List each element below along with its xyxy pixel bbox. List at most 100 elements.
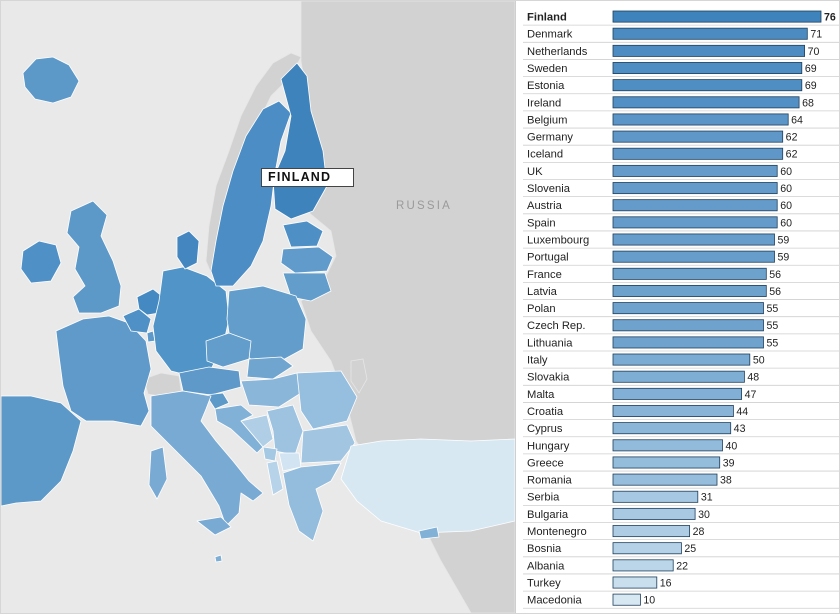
map-austria <box>178 366 242 396</box>
map-sardinia <box>148 446 168 500</box>
value-label-greece: 39 <box>723 457 735 469</box>
bar-czech-rep <box>612 319 764 332</box>
value-label-sweden: 69 <box>805 63 817 75</box>
value-label-albania: 22 <box>676 560 688 572</box>
bar-malta <box>612 387 743 400</box>
category-label-polan: Polan <box>527 303 556 315</box>
value-label-france: 56 <box>769 269 781 281</box>
bar-croatia <box>612 405 734 418</box>
value-label-cyprus: 43 <box>734 423 746 435</box>
bar-cyprus <box>612 422 732 435</box>
bar-netherlands <box>612 44 806 57</box>
map-italy <box>150 390 264 527</box>
bar-estonia <box>612 79 803 92</box>
value-label-slovakia: 48 <box>747 372 759 384</box>
category-label-romania: Romania <box>527 475 573 487</box>
bar-sweden <box>612 62 803 75</box>
bar-belgium <box>612 113 789 126</box>
category-label-lithuania: Lithuania <box>527 337 573 349</box>
bar-bulgaria <box>612 507 696 520</box>
category-label-portugal: Portugal <box>527 252 569 264</box>
category-label-germany: Germany <box>527 132 573 144</box>
bar-montenegro <box>612 525 690 538</box>
bar-finland <box>612 10 822 23</box>
value-label-bulgaria: 30 <box>698 509 710 521</box>
value-label-denmark: 71 <box>810 29 822 41</box>
bar-bosnia <box>612 542 682 555</box>
map-sweden <box>210 100 292 287</box>
map-slovenia <box>205 392 230 410</box>
category-label-finland: Finland <box>527 12 567 24</box>
category-label-uk: UK <box>527 166 543 178</box>
map-denmark <box>176 230 200 270</box>
category-label-spain: Spain <box>527 217 556 229</box>
value-label-polan: 55 <box>767 303 779 315</box>
category-label-malta: Malta <box>527 389 555 401</box>
bar-slovakia <box>612 370 745 383</box>
category-label-france: France <box>527 269 562 281</box>
map-iceland <box>22 56 80 104</box>
bar-turkey <box>612 576 658 589</box>
value-label-finland: 76 <box>824 12 836 24</box>
map-bosnia <box>240 414 274 448</box>
value-label-bosnia: 25 <box>684 543 696 555</box>
map-romania <box>296 370 358 430</box>
bar-serbia <box>612 490 699 503</box>
bar-lithuania <box>612 336 764 349</box>
value-label-croatia: 44 <box>736 406 748 418</box>
map-uk <box>66 200 122 314</box>
category-label-estonia: Estonia <box>527 80 565 92</box>
bar-austria <box>612 199 778 212</box>
category-label-albania: Albania <box>527 560 565 572</box>
bar-france <box>612 267 767 280</box>
category-label-cyprus: Cyprus <box>527 423 563 435</box>
bar-slovenia <box>612 182 778 195</box>
bar-germany <box>612 130 784 143</box>
category-label-bosnia: Bosnia <box>527 543 562 555</box>
value-label-montenegro: 28 <box>693 526 705 538</box>
bar-albania <box>612 559 674 572</box>
value-label-latvia: 56 <box>769 286 781 298</box>
category-label-ireland: Ireland <box>527 97 561 109</box>
category-label-greece: Greece <box>527 457 564 469</box>
map-malta <box>214 554 223 563</box>
bar-polan <box>612 302 764 315</box>
category-label-croatia: Croatia <box>527 406 564 418</box>
bar-hungary <box>612 439 723 452</box>
map-turkey <box>340 438 515 534</box>
map-montenegro <box>262 446 278 462</box>
value-label-ireland: 68 <box>802 97 814 109</box>
category-label-italy: Italy <box>527 355 548 367</box>
value-label-turkey: 16 <box>660 577 672 589</box>
bar-iceland <box>612 147 784 160</box>
map-bulgaria <box>300 424 356 464</box>
bar-spain <box>612 216 778 229</box>
map-cyprus <box>418 526 440 540</box>
map-spain <box>1 395 82 507</box>
value-label-italy: 50 <box>753 355 765 367</box>
value-label-iceland: 62 <box>786 149 798 161</box>
panel-divider <box>515 1 524 613</box>
value-label-luxembourg: 59 <box>777 234 789 246</box>
value-label-belgium: 64 <box>791 114 803 126</box>
bar-latvia <box>612 284 767 297</box>
value-label-hungary: 40 <box>725 440 737 452</box>
bar-chart-svg: Finland 76 Denmark 71 Netherlands 70 Sweden 69 E… <box>523 10 839 609</box>
value-label-malta: 47 <box>745 389 757 401</box>
map-lithuania <box>282 272 332 302</box>
value-label-lithuania: 55 <box>767 337 779 349</box>
value-label-romania: 38 <box>720 475 732 487</box>
category-label-slovakia: Slovakia <box>527 372 570 384</box>
category-label-hungary: Hungary <box>527 440 570 452</box>
bar-italy <box>612 353 751 366</box>
map-france <box>55 315 152 427</box>
category-label-turkey: Turkey <box>527 577 561 589</box>
value-label-czech-rep: 55 <box>767 320 779 332</box>
map-greece <box>282 462 342 542</box>
value-label-germany: 62 <box>786 132 798 144</box>
bar-macedonia <box>612 593 641 606</box>
value-label-austria: 60 <box>780 200 792 212</box>
map-sicily <box>196 516 232 536</box>
bar-luxembourg <box>612 233 775 246</box>
bar-romania <box>612 473 718 486</box>
